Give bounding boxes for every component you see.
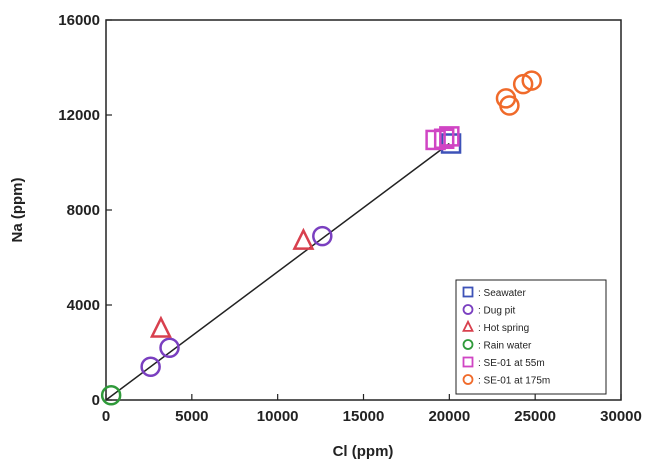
x-tick-label: 5000 bbox=[175, 408, 208, 425]
x-tick-label: 0 bbox=[102, 408, 110, 425]
x-tick-label: 25000 bbox=[514, 408, 556, 425]
y-tick-label: 0 bbox=[92, 392, 100, 409]
legend-marker bbox=[462, 319, 474, 332]
data-point bbox=[149, 315, 172, 338]
data-point bbox=[100, 385, 122, 406]
legend-marker bbox=[462, 304, 474, 315]
y-tick-label: 4000 bbox=[67, 297, 100, 314]
trend-line bbox=[105, 142, 450, 401]
legend-entry: : SE-01 at 55m bbox=[478, 358, 545, 369]
legend-marker bbox=[462, 286, 474, 298]
legend-entry: : SE-01 at 175m bbox=[478, 376, 550, 387]
y-axis-label: Na (ppm) bbox=[9, 178, 26, 243]
data-point bbox=[140, 356, 161, 377]
data-point bbox=[292, 227, 315, 250]
legend-box bbox=[455, 279, 607, 395]
y-tick-label: 8000 bbox=[67, 202, 100, 219]
legend-entry: : Hot spring bbox=[478, 323, 529, 334]
data-point bbox=[499, 95, 520, 116]
legend-entry: : Dug pit bbox=[478, 306, 515, 317]
x-axis-label: Cl (ppm) bbox=[333, 443, 394, 460]
data-point bbox=[440, 133, 462, 154]
legend-marker bbox=[462, 374, 474, 385]
legend-marker bbox=[462, 339, 474, 350]
data-point bbox=[439, 126, 460, 147]
x-tick-label: 20000 bbox=[428, 408, 470, 425]
data-point bbox=[433, 128, 455, 149]
x-tick-label: 30000 bbox=[600, 408, 642, 425]
x-tick-label: 15000 bbox=[343, 408, 385, 425]
legend-entry: : Rain water bbox=[478, 341, 532, 352]
legend-entry: : Seawater bbox=[478, 288, 526, 299]
data-point bbox=[521, 70, 542, 91]
x-tick-label: 10000 bbox=[257, 408, 299, 425]
legend-marker bbox=[462, 356, 474, 368]
y-tick-label: 12000 bbox=[58, 107, 100, 124]
data-point bbox=[312, 225, 333, 247]
data-point bbox=[159, 337, 180, 358]
y-tick-label: 16000 bbox=[58, 12, 100, 29]
